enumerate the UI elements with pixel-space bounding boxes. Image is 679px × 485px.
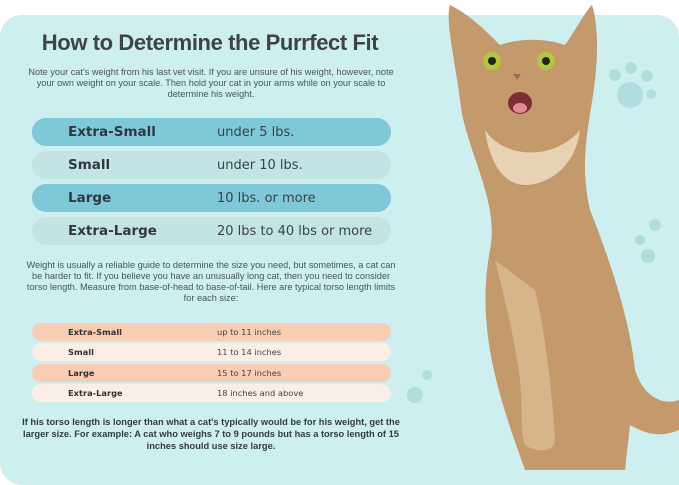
torso-row-large: Large 15 to 17 inches xyxy=(32,364,391,382)
weight-range: under 5 lbs. xyxy=(217,124,295,140)
weight-range: 10 lbs. or more xyxy=(217,190,316,206)
page-title: How to Determine the Purrfect Fit xyxy=(41,30,379,55)
size-label: Small xyxy=(68,347,94,357)
torso-range: 18 inches and above xyxy=(217,388,304,398)
size-label: Large xyxy=(68,190,112,206)
cat-photo xyxy=(407,5,679,470)
size-label: Large xyxy=(68,368,95,378)
torso-row-extra-small: Extra-Small up to 11 inches xyxy=(32,323,391,341)
torso-range: 15 to 17 inches xyxy=(217,368,282,378)
size-label: Extra-Large xyxy=(68,388,123,398)
weight-range: under 10 lbs. xyxy=(217,157,303,173)
torso-intro-text: Weight is usually a reliable guide to de… xyxy=(26,260,396,303)
torso-range: up to 11 inches xyxy=(217,327,282,337)
paw-print-icon xyxy=(407,62,661,403)
torso-range: 11 to 14 inches xyxy=(217,347,282,357)
weight-row-extra-large: Extra-Large 20 lbs to 40 lbs or more xyxy=(32,217,391,245)
size-label: Small xyxy=(68,157,111,173)
size-label: Extra-Small xyxy=(68,327,123,337)
cat-body xyxy=(448,5,679,470)
weight-row-large: Large 10 lbs. or more xyxy=(32,184,391,212)
intro-text: Note your cat's weight from his last vet… xyxy=(28,67,394,99)
torso-row-extra-large: Extra-Large 18 inches and above xyxy=(32,384,391,402)
size-label: Extra-Large xyxy=(68,223,157,239)
cat-muzzle xyxy=(485,130,580,185)
torso-row-small: Small 11 to 14 inches xyxy=(32,343,391,361)
cat-nose xyxy=(513,74,521,80)
weight-range: 20 lbs to 40 lbs or more xyxy=(217,223,373,239)
cat-raised-paw xyxy=(495,260,555,451)
weight-row-small: Small under 10 lbs. xyxy=(32,151,391,179)
weight-row-extra-small: Extra-Small under 5 lbs. xyxy=(32,118,391,146)
footer-note: If his torso length is longer than what … xyxy=(22,417,400,451)
size-label: Extra-Small xyxy=(68,124,156,140)
